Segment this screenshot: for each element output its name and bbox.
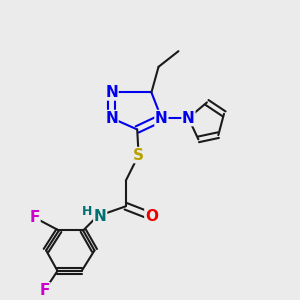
Text: O: O xyxy=(145,209,158,224)
Text: N: N xyxy=(94,209,106,224)
Text: N: N xyxy=(155,111,168,126)
Text: S: S xyxy=(133,148,144,163)
Text: F: F xyxy=(29,210,40,225)
Text: N: N xyxy=(105,85,118,100)
Text: H: H xyxy=(82,205,93,218)
Text: N: N xyxy=(105,111,118,126)
Text: F: F xyxy=(40,283,50,298)
Text: N: N xyxy=(182,111,195,126)
